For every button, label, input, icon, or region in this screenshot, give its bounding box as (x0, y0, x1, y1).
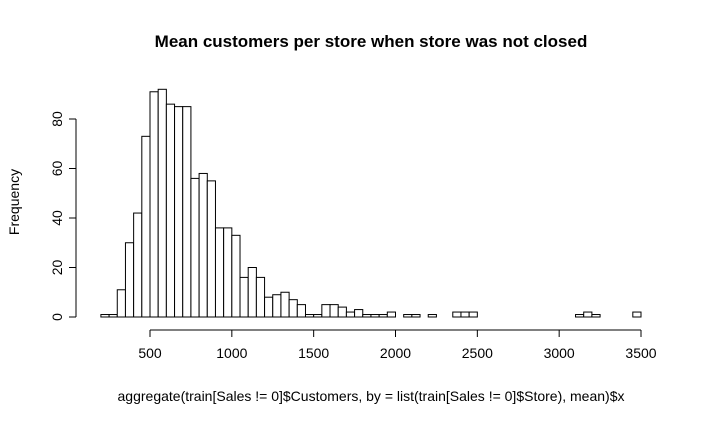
histogram-bar (591, 314, 601, 318)
histogram-bar (116, 289, 126, 318)
histogram-bar (157, 88, 167, 318)
histogram-bar (272, 294, 282, 318)
histogram-bar (198, 172, 208, 318)
x-tick-label: 2000 (380, 345, 411, 361)
x-tick-label: 1500 (298, 345, 329, 361)
histogram-bar (378, 314, 388, 318)
bars-group (100, 88, 642, 318)
histogram-bar (280, 291, 290, 318)
histogram-bar (108, 314, 118, 318)
y-tick-label: 0 (49, 313, 65, 321)
histogram-bar (288, 299, 298, 318)
x-tick-label: 500 (138, 345, 162, 361)
x-tick-label: 3500 (625, 345, 656, 361)
histogram-bar (468, 311, 478, 318)
histogram-bar (223, 227, 233, 318)
histogram-bar (174, 106, 184, 318)
histogram-bar (124, 242, 135, 318)
y-axis-title: Frequency (6, 169, 22, 235)
histogram-bar (296, 304, 306, 318)
histogram-bar (411, 314, 421, 318)
histogram-bar (133, 212, 143, 318)
y-tick-label: 20 (49, 260, 65, 276)
x-tick-label: 1000 (216, 345, 247, 361)
histogram-bar (386, 311, 397, 318)
x-tick-label: 3000 (544, 345, 575, 361)
x-axis: 500 1000 1500 2000 2500 3000 3500 (138, 329, 657, 361)
histogram-bar (149, 91, 159, 318)
x-tick-label: 2500 (462, 345, 493, 361)
histogram-bar (632, 311, 642, 318)
histogram-bar (313, 314, 323, 318)
histogram-bar (452, 311, 462, 318)
histogram-bar (427, 314, 437, 318)
histogram-bar (460, 311, 470, 318)
chart-title: Mean customers per store when store was … (155, 32, 588, 51)
y-axis: 0 20 40 60 80 (49, 111, 77, 321)
x-axis-title: aggregate(train[Sales != 0]$Customers, b… (118, 388, 625, 404)
histogram-bar (100, 314, 110, 318)
histogram-bar (206, 180, 216, 318)
histogram-bar (321, 304, 331, 318)
histogram-bar (165, 103, 176, 318)
histogram-bar (304, 314, 315, 318)
histogram-bar (247, 267, 257, 318)
histogram-bar (575, 314, 585, 318)
histogram-bar (141, 135, 151, 318)
y-tick-label: 60 (49, 161, 65, 177)
histogram-bar (190, 177, 200, 318)
histogram-bar (329, 304, 339, 318)
histogram-bar (354, 309, 364, 318)
y-tick-label: 80 (49, 111, 65, 127)
histogram-bar (239, 276, 249, 318)
histogram-bar (345, 311, 356, 318)
histogram-bar (337, 306, 347, 318)
histogram-bar (214, 227, 225, 318)
histogram-bar (182, 106, 192, 318)
histogram-bar (264, 296, 274, 318)
histogram-bar (370, 314, 380, 318)
histogram-bar (583, 311, 593, 318)
histogram-bar (231, 234, 241, 318)
y-tick-label: 40 (49, 210, 65, 226)
histogram-bar (362, 314, 372, 318)
histogram-bar (255, 276, 266, 318)
histogram-bar (403, 314, 413, 318)
